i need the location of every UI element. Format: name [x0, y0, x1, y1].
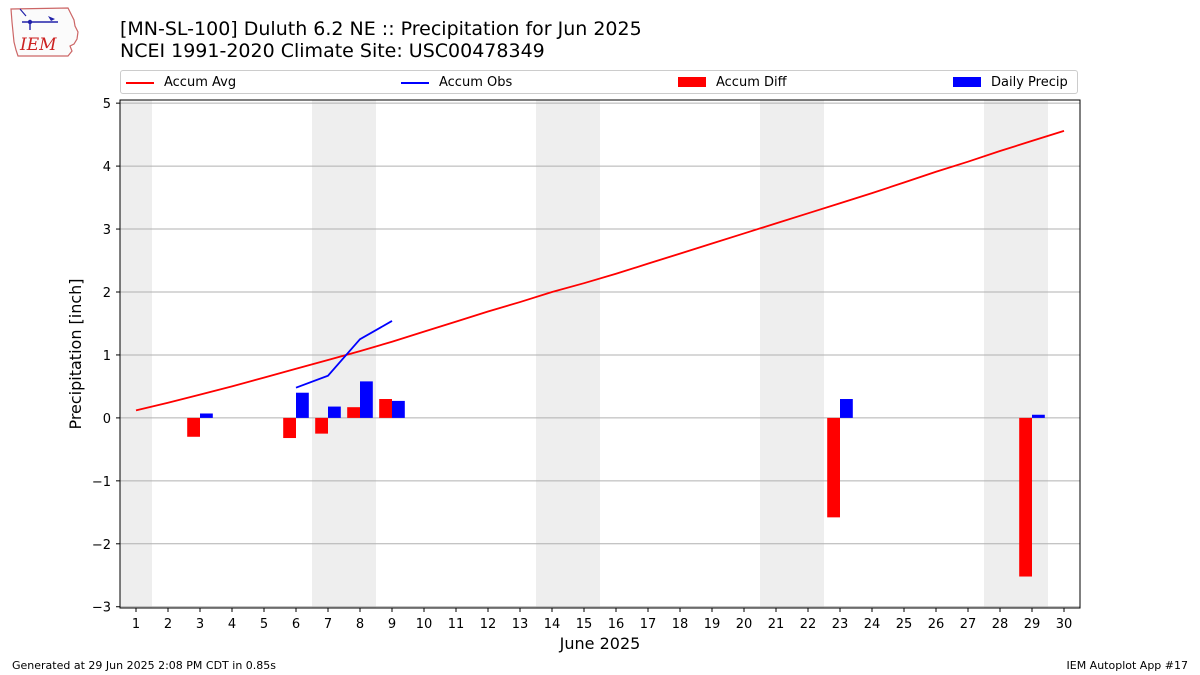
x-tick-label: 23 [832, 617, 849, 632]
daily-precip-bar-day-8 [360, 381, 373, 418]
accum-diff-bar-day-9 [379, 399, 392, 418]
x-tick-label: 11 [448, 617, 465, 632]
logo-text: IEM [19, 35, 57, 55]
iem-logo-graphic: IEM [10, 7, 79, 57]
x-tick-label: 13 [512, 617, 529, 632]
legend-label-accum-avg: Accum Avg [164, 75, 237, 90]
y-tick-label: −3 [92, 601, 111, 616]
x-tick-label: 26 [928, 617, 945, 632]
weekend-shade-day-28 [984, 100, 1016, 608]
x-tick-label: 30 [1056, 617, 1073, 632]
footer-app: IEM Autoplot App #17 [1066, 659, 1189, 672]
y-tick-label: 4 [103, 160, 111, 175]
y-tick-label: −2 [92, 538, 111, 553]
x-tick-label: 7 [324, 617, 332, 632]
weekend-shade-day-14 [536, 100, 568, 608]
x-tick-label: 12 [480, 617, 497, 632]
chart-title: [MN-SL-100] Duluth 6.2 NE :: Precipitati… [120, 18, 642, 40]
x-tick-label: 14 [544, 617, 561, 632]
x-axis-label: June 2025 [559, 634, 641, 653]
accum-obs-line [295, 320, 393, 389]
y-tick-label: −1 [92, 475, 111, 490]
y-axis-label: Precipitation [inch] [66, 278, 85, 429]
x-tick-label: 21 [768, 617, 785, 632]
x-tick-label: 25 [896, 617, 913, 632]
weekend-shade-day-1 [120, 100, 152, 608]
daily-precip-bar-day-9 [392, 400, 405, 418]
x-tick-label: 4 [228, 617, 236, 632]
accum-diff-bar-day-29 [1019, 417, 1032, 577]
y-tick-label: 1 [103, 349, 111, 364]
x-tick-label: 2 [164, 617, 172, 632]
x-tick-label: 29 [1024, 617, 1041, 632]
x-tick-label: 9 [388, 617, 396, 632]
accum-diff-bar-day-8 [347, 407, 360, 418]
legend-swatch-accum-avg [126, 82, 154, 84]
x-tick-label: 24 [864, 617, 881, 632]
accum-diff-bar-day-3 [187, 417, 200, 437]
x-tick-label: 27 [960, 617, 977, 632]
legend: Accum Avg Accum Obs Accum Diff Daily Pre… [120, 70, 1078, 94]
x-tick-label: 22 [800, 617, 817, 632]
x-tick-label: 5 [260, 617, 268, 632]
x-tick-label: 18 [672, 617, 689, 632]
daily-precip-bar-day-6 [296, 392, 309, 418]
chart-subtitle: NCEI 1991-2020 Climate Site: USC00478349 [120, 40, 545, 62]
x-tick-label: 1 [132, 617, 140, 632]
daily-precip-bar-day-29 [1032, 414, 1045, 418]
weekend-shade-day-7 [312, 100, 344, 608]
legend-label-daily-precip: Daily Precip [991, 75, 1068, 90]
daily-precip-bar-day-23 [840, 399, 853, 418]
x-tick-label: 10 [416, 617, 433, 632]
y-tick-label: 3 [103, 223, 111, 238]
legend-swatch-daily-precip [953, 77, 981, 87]
accum-diff-bar-day-7 [315, 417, 328, 434]
x-tick-label: 16 [608, 617, 625, 632]
weekend-shade-day-15 [568, 100, 600, 608]
x-tick-label: 19 [704, 617, 721, 632]
weekend-shade-day-22 [792, 100, 824, 608]
accum-avg-line [135, 129, 1065, 412]
legend-label-accum-obs: Accum Obs [439, 75, 513, 90]
x-tick-label: 3 [196, 617, 204, 632]
weekend-shade-day-21 [760, 100, 792, 608]
legend-label-accum-diff: Accum Diff [716, 75, 787, 90]
legend-swatch-accum-diff [678, 77, 706, 87]
legend-swatch-accum-obs [401, 82, 429, 84]
plot-frame [119, 99, 1081, 609]
x-tick-label: 15 [576, 617, 593, 632]
daily-precip-bar-day-3 [200, 413, 213, 418]
x-tick-label: 20 [736, 617, 753, 632]
daily-precip-bar-day-7 [328, 406, 341, 418]
accum-diff-bar-day-6 [283, 417, 296, 439]
iem-logo: IEM [8, 6, 82, 64]
x-tick-label: 17 [640, 617, 657, 632]
y-tick-label: 2 [103, 286, 111, 301]
x-tick-label: 28 [992, 617, 1009, 632]
accum-diff-bar-day-23 [827, 417, 840, 518]
x-tick-label: 8 [356, 617, 364, 632]
x-tick-label: 6 [292, 617, 300, 632]
y-tick-label: 5 [103, 97, 111, 112]
footer-generated: Generated at 29 Jun 2025 2:08 PM CDT in … [12, 659, 277, 672]
y-tick-label: 0 [103, 412, 111, 427]
